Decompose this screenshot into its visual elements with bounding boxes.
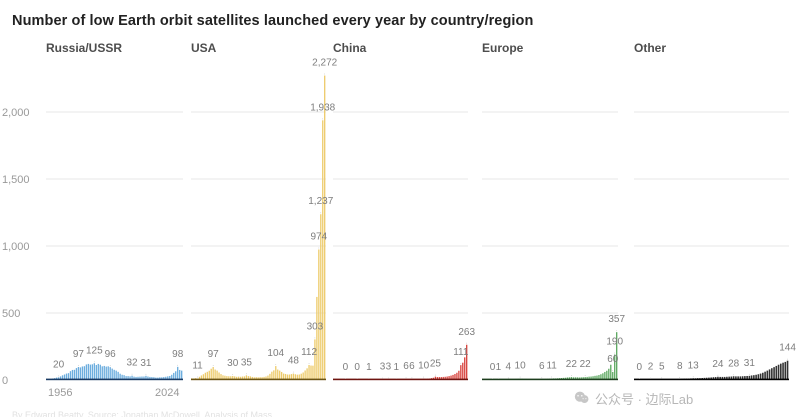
svg-text:35: 35 <box>241 357 253 368</box>
svg-text:0: 0 <box>343 362 349 373</box>
svg-text:2024: 2024 <box>155 387 179 399</box>
svg-text:11: 11 <box>546 361 557 372</box>
svg-text:1,500: 1,500 <box>2 174 30 186</box>
svg-text:22: 22 <box>580 359 592 370</box>
svg-text:96: 96 <box>105 349 117 360</box>
svg-text:263: 263 <box>458 327 475 338</box>
svg-text:8: 8 <box>677 361 683 372</box>
svg-text:1,938: 1,938 <box>310 102 335 113</box>
svg-text:Europe: Europe <box>482 41 524 55</box>
svg-text:24: 24 <box>712 359 724 370</box>
svg-text:Other: Other <box>634 41 666 55</box>
svg-text:98: 98 <box>172 349 184 360</box>
svg-text:20: 20 <box>53 359 65 370</box>
svg-text:2: 2 <box>648 362 654 373</box>
svg-text:1,000: 1,000 <box>2 241 30 253</box>
svg-text:190: 190 <box>606 337 623 348</box>
svg-text:60: 60 <box>607 354 619 365</box>
svg-text:10: 10 <box>515 361 527 372</box>
svg-text:1: 1 <box>393 362 399 373</box>
svg-text:974: 974 <box>310 231 327 242</box>
svg-text:2,272: 2,272 <box>312 58 337 69</box>
svg-text:125: 125 <box>86 345 103 356</box>
svg-text:31: 31 <box>140 358 152 369</box>
svg-text:97: 97 <box>73 349 85 360</box>
svg-text:3: 3 <box>386 362 392 373</box>
svg-text:357: 357 <box>608 314 625 325</box>
svg-text:Russia/USSR: Russia/USSR <box>46 41 122 55</box>
svg-text:104: 104 <box>267 348 284 359</box>
svg-text:22: 22 <box>566 359 578 370</box>
svg-text:111: 111 <box>453 347 469 358</box>
svg-text:1: 1 <box>496 362 502 373</box>
svg-text:112: 112 <box>301 347 317 358</box>
svg-text:11: 11 <box>192 361 203 372</box>
svg-text:0: 0 <box>637 362 643 373</box>
svg-text:48: 48 <box>288 356 300 367</box>
svg-text:China: China <box>333 41 367 55</box>
svg-text:144: 144 <box>779 343 796 354</box>
svg-text:31: 31 <box>744 358 756 369</box>
svg-text:25: 25 <box>430 359 442 370</box>
svg-text:303: 303 <box>307 321 324 332</box>
svg-text:1,237: 1,237 <box>308 196 333 207</box>
svg-text:USA: USA <box>191 41 217 55</box>
svg-text:5: 5 <box>659 361 665 372</box>
svg-text:6: 6 <box>409 361 415 372</box>
svg-text:6: 6 <box>539 361 545 372</box>
svg-text:97: 97 <box>208 349 220 360</box>
svg-text:500: 500 <box>2 308 20 320</box>
svg-text:30: 30 <box>227 358 239 369</box>
svg-text:0: 0 <box>2 375 8 387</box>
svg-text:2,000: 2,000 <box>2 107 30 119</box>
svg-text:1956: 1956 <box>48 387 72 399</box>
svg-text:4: 4 <box>505 361 511 372</box>
svg-text:13: 13 <box>688 360 700 371</box>
svg-text:32: 32 <box>126 358 138 369</box>
svg-text:1: 1 <box>366 362 372 373</box>
svg-text:0: 0 <box>354 362 360 373</box>
svg-text:28: 28 <box>728 358 740 369</box>
svg-text:10: 10 <box>418 361 430 372</box>
